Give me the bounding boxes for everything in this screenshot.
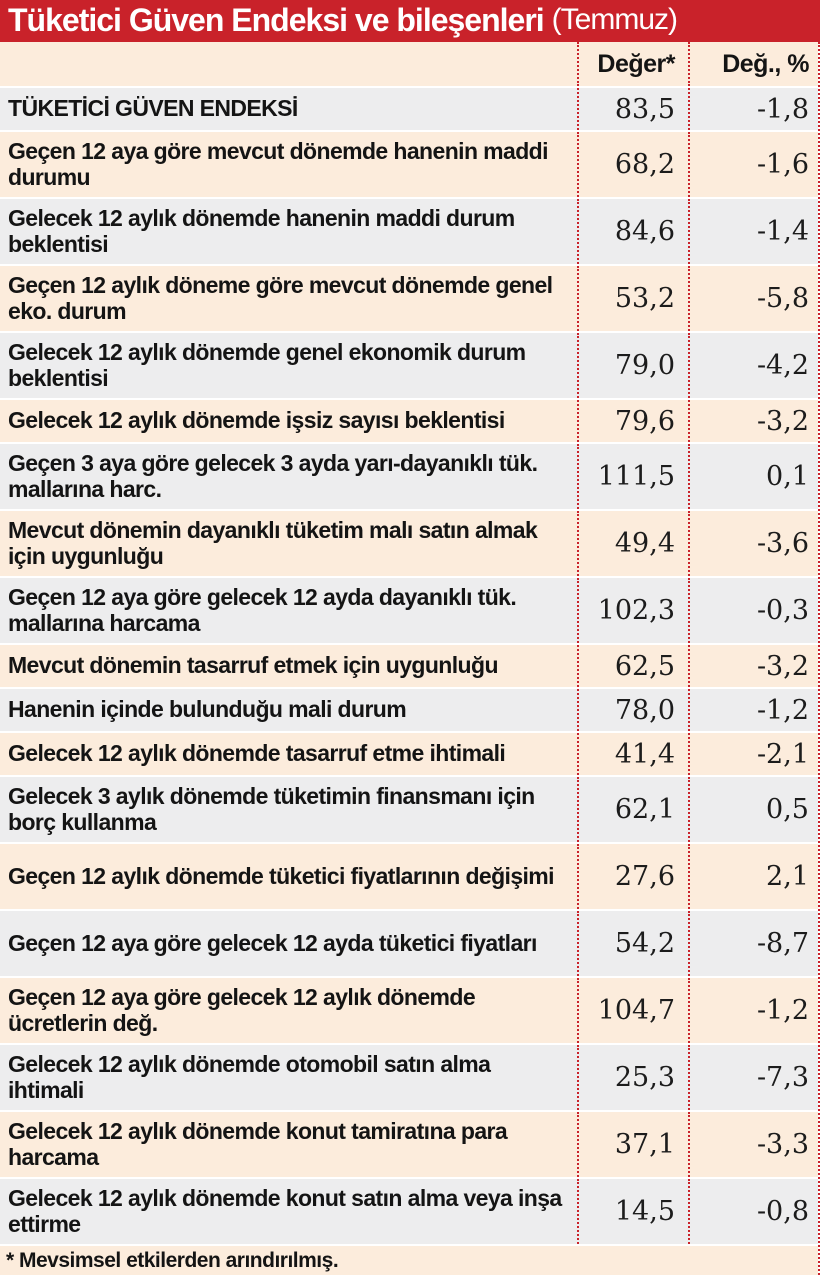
table-row: Gelecek 12 aylık dönemde konut satın alm… — [0, 1179, 818, 1246]
row-value: 79,0 — [577, 333, 688, 398]
row-label: Mevcut dönemin tasarruf etmek için uygun… — [8, 652, 499, 679]
table-row: Hanenin içinde bulunduğu mali durum 78,0… — [0, 689, 818, 733]
row-value: 83,5 — [577, 88, 688, 130]
row-change: -5,8 — [688, 266, 818, 331]
table-footnote: * Mevsimsel etkilerden arındırılmış. — [0, 1246, 818, 1275]
table-row: Gelecek 12 aylık dönemde konut tamiratın… — [0, 1112, 818, 1179]
row-change: -3,2 — [688, 400, 818, 442]
table-row: Gelecek 12 aylık dönemde tasarruf etme i… — [0, 733, 818, 777]
page-title: Tüketici Güven Endeksi ve bileşenleri — [8, 1, 545, 38]
row-label: Geçen 3 aya göre gelecek 3 ayda yarı-day… — [8, 450, 538, 502]
table-row: Geçen 3 aya göre gelecek 3 ayda yarı-day… — [0, 444, 818, 511]
row-value: 62,1 — [577, 777, 688, 842]
row-value: 41,4 — [577, 733, 688, 775]
table-row: Mevcut dönemin dayanıklı tüketim malı sa… — [0, 511, 818, 578]
row-value: 102,3 — [577, 578, 688, 643]
row-label: Geçen 12 aya göre gelecek 12 ayda dayanı… — [8, 584, 517, 636]
row-value: 27,6 — [577, 844, 688, 909]
row-change: -8,7 — [688, 911, 818, 976]
row-label: Mevcut dönemin dayanıklı tüketim malı sa… — [8, 517, 538, 569]
table-row: Gelecek 3 aylık dönemde tüketimin finans… — [0, 777, 818, 844]
row-label: Gelecek 12 aylık dönemde konut tamiratın… — [8, 1118, 508, 1170]
row-label: Geçen 12 aylık dönemde tüketici fiyatlar… — [8, 862, 555, 889]
row-value: 79,6 — [577, 400, 688, 442]
row-label: Gelecek 12 aylık dönemde otomobil satın … — [8, 1051, 491, 1103]
row-change: 0,1 — [688, 444, 818, 509]
row-label: Geçen 12 aya göre mevcut dönemde hanenin… — [8, 138, 549, 190]
row-change: 0,5 — [688, 777, 818, 842]
table-header-row: Değer* Değ., % — [0, 42, 818, 88]
table-row: Gelecek 12 aylık dönemde işsiz sayısı be… — [0, 400, 818, 444]
row-change: -1,8 — [688, 88, 818, 130]
row-value: 25,3 — [577, 1045, 688, 1110]
row-value: 104,7 — [577, 978, 688, 1043]
row-change: -3,2 — [688, 645, 818, 687]
row-value: 62,5 — [577, 645, 688, 687]
row-value: 111,5 — [577, 444, 688, 509]
row-change: -0,3 — [688, 578, 818, 643]
row-change: -1,2 — [688, 978, 818, 1043]
row-label: Gelecek 12 aylık dönemde tasarruf etme i… — [8, 740, 506, 767]
row-label: Hanenin içinde bulunduğu mali durum — [8, 696, 407, 723]
header-value-column: Değer* — [577, 42, 688, 86]
row-change: -4,2 — [688, 333, 818, 398]
table-row: Geçen 12 aya göre gelecek 12 aylık dönem… — [0, 978, 818, 1045]
page-title-period: (Temmuz) — [551, 3, 678, 36]
row-label: Gelecek 12 aylık dönemde genel ekonomik … — [8, 339, 526, 391]
table-row: Geçen 12 aya göre gelecek 12 ayda dayanı… — [0, 578, 818, 645]
row-label: Geçen 12 aya göre gelecek 12 ayda tüketi… — [8, 929, 537, 956]
row-value: 37,1 — [577, 1112, 688, 1177]
row-change: -3,3 — [688, 1112, 818, 1177]
row-label: Geçen 12 aylık döneme göre mevcut dönemd… — [8, 272, 553, 324]
table-row: Geçen 12 aya göre mevcut dönemde hanenin… — [0, 132, 818, 199]
header-label-spacer — [0, 42, 577, 86]
table-row: Geçen 12 aylık döneme göre mevcut dönemd… — [0, 266, 818, 333]
row-value: 49,4 — [577, 511, 688, 576]
table-row: TÜKETİCİ GÜVEN ENDEKSİ 83,5 -1,8 — [0, 88, 818, 132]
row-value: 14,5 — [577, 1179, 688, 1244]
table-row: Gelecek 12 aylık dönemde otomobil satın … — [0, 1045, 818, 1112]
row-label: Gelecek 12 aylık dönemde işsiz sayısı be… — [8, 407, 505, 434]
header-change-column: Değ., % — [688, 42, 818, 86]
title-bar: Tüketici Güven Endeksi ve bileşenleri (T… — [0, 0, 820, 42]
index-table: Değer* Değ., % TÜKETİCİ GÜVEN ENDEKSİ 83… — [0, 42, 820, 1275]
row-change: -1,4 — [688, 199, 818, 264]
table-row: Mevcut dönemin tasarruf etmek için uygun… — [0, 645, 818, 689]
row-value: 68,2 — [577, 132, 688, 197]
row-value: 54,2 — [577, 911, 688, 976]
row-value: 84,6 — [577, 199, 688, 264]
table-row: Gelecek 12 aylık dönemde genel ekonomik … — [0, 333, 818, 400]
row-change: -1,6 — [688, 132, 818, 197]
row-change: -0,8 — [688, 1179, 818, 1244]
row-change: -7,3 — [688, 1045, 818, 1110]
table-row: Gelecek 12 aylık dönemde hanenin maddi d… — [0, 199, 818, 266]
row-label: Gelecek 12 aylık dönemde konut satın alm… — [8, 1185, 562, 1237]
row-label: Gelecek 3 aylık dönemde tüketimin finans… — [8, 783, 535, 835]
row-change: 2,1 — [688, 844, 818, 909]
row-label: Gelecek 12 aylık dönemde hanenin maddi d… — [8, 205, 515, 257]
row-change: -1,2 — [688, 689, 818, 731]
row-change: -3,6 — [688, 511, 818, 576]
row-change: -2,1 — [688, 733, 818, 775]
row-label: TÜKETİCİ GÜVEN ENDEKSİ — [8, 95, 298, 122]
table-row: Geçen 12 aylık dönemde tüketici fiyatlar… — [0, 844, 818, 911]
row-label: Geçen 12 aya göre gelecek 12 aylık dönem… — [8, 984, 476, 1036]
row-value: 78,0 — [577, 689, 688, 731]
row-value: 53,2 — [577, 266, 688, 331]
table-row: Geçen 12 aya göre gelecek 12 ayda tüketi… — [0, 911, 818, 978]
table-body: TÜKETİCİ GÜVEN ENDEKSİ 83,5 -1,8 Geçen 1… — [0, 88, 818, 1246]
